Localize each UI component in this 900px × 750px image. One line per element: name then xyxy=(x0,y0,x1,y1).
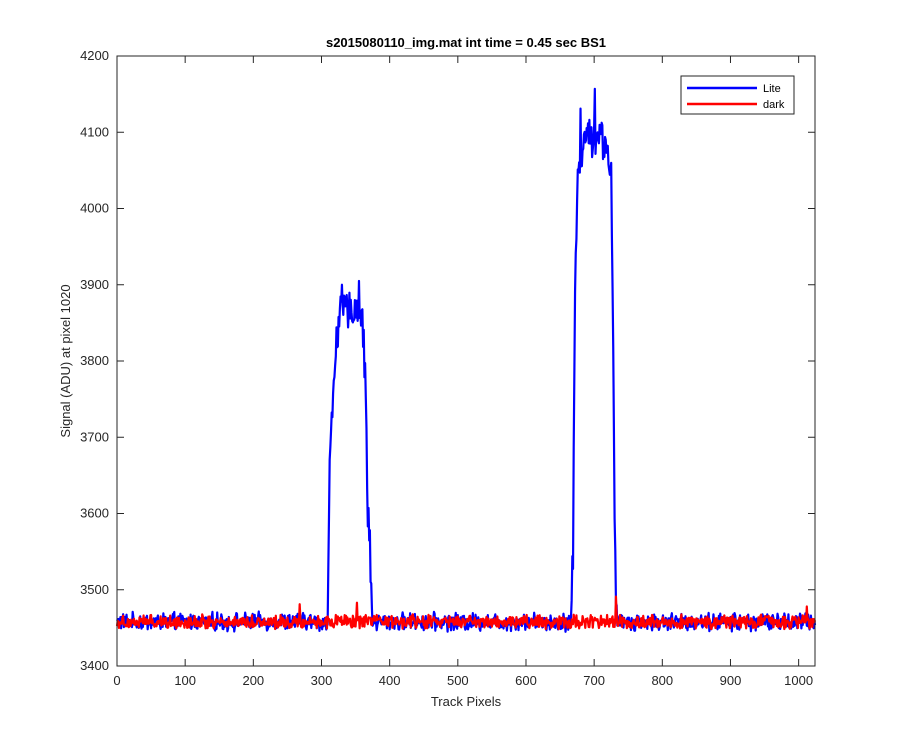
y-tick-label-3500: 3500 xyxy=(80,582,109,597)
legend-label-dark: dark xyxy=(763,99,785,111)
y-tick-label-3700: 3700 xyxy=(80,429,109,444)
x-tick-label-400: 400 xyxy=(379,673,401,688)
x-tick-label-800: 800 xyxy=(651,673,673,688)
legend-label-lite: Lite xyxy=(763,83,781,95)
y-tick-label-3800: 3800 xyxy=(80,353,109,368)
y-tick-label-3600: 3600 xyxy=(80,506,109,521)
x-tick-label-200: 200 xyxy=(242,673,264,688)
x-tick-label-600: 600 xyxy=(515,673,537,688)
y-axis-label: Signal (ADU) at pixel 1020 xyxy=(58,284,73,437)
x-tick-label-300: 300 xyxy=(311,673,333,688)
y-tick-label-4000: 4000 xyxy=(80,201,109,216)
legend-box xyxy=(680,75,795,115)
x-tick-label-0: 0 xyxy=(113,673,120,688)
y-tick-label-3400: 3400 xyxy=(80,658,109,673)
y-tick-label-4200: 4200 xyxy=(80,48,109,63)
y-tick-label-4100: 4100 xyxy=(80,124,109,139)
x-tick-label-900: 900 xyxy=(720,673,742,688)
x-tick-label-1000: 1000 xyxy=(784,673,813,688)
legend: Lite dark xyxy=(680,75,795,115)
x-axis-label: Track Pixels xyxy=(431,694,502,709)
x-tick-label-700: 700 xyxy=(583,673,605,688)
chart-title: s2015080110_img.mat int time = 0.45 sec … xyxy=(326,35,606,50)
series-layer xyxy=(115,87,817,633)
plot-area xyxy=(117,56,815,666)
ticks-layer: 0 100 200 300 400 500 600 700 800 900 1000 3400 3500… xyxy=(80,48,815,688)
x-tick-label-100: 100 xyxy=(174,673,196,688)
series-line-dark xyxy=(115,595,817,631)
y-tick-label-3900: 3900 xyxy=(80,277,109,292)
x-tick-label-500: 500 xyxy=(447,673,469,688)
